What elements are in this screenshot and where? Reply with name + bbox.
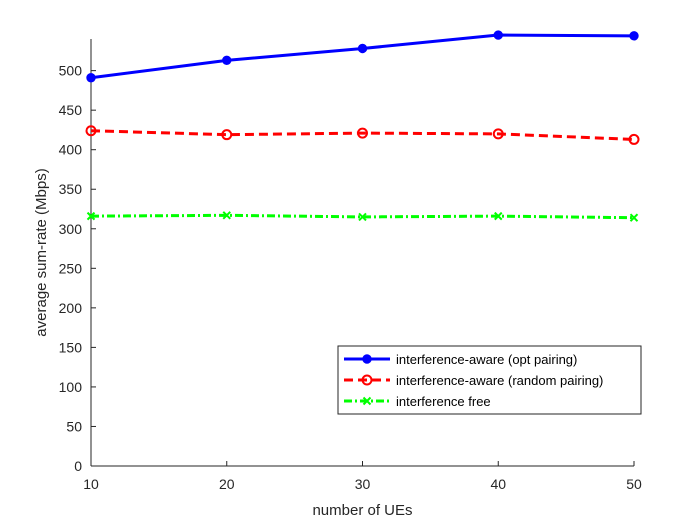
legend-marker [362, 354, 372, 364]
data-point [492, 128, 504, 140]
y-tick-label: 150 [59, 339, 83, 355]
y-tick-label: 300 [59, 221, 83, 237]
data-point [358, 212, 367, 222]
y-tick-label: 100 [59, 379, 83, 395]
legend-label: interference-aware (random pairing) [396, 373, 603, 388]
series-layer [85, 30, 640, 222]
legend-marker [361, 374, 373, 386]
data-point [86, 211, 96, 221]
y-tick-label: 50 [66, 418, 82, 434]
legend: interference-aware (opt pairing) interfer… [337, 345, 642, 415]
y-tick-label: 500 [59, 63, 83, 79]
y-tick-label: 200 [59, 300, 83, 316]
data-point [494, 211, 503, 221]
legend-label: interference-aware (opt pairing) [396, 352, 577, 367]
y-tick-label: 0 [74, 458, 82, 474]
x-tick-label: 50 [626, 476, 642, 492]
x-tick-label: 40 [490, 476, 506, 492]
y-axis-label: average sum-rate (Mbps) [33, 168, 50, 336]
legend-label: interference free [396, 394, 491, 409]
series-line [90, 129, 635, 141]
x-axis-label: number of UEs [312, 502, 412, 519]
data-point [493, 30, 503, 40]
data-point [629, 213, 639, 222]
y-tick-label: 400 [59, 142, 83, 158]
data-point [357, 43, 368, 54]
x-tick-label: 10 [83, 476, 99, 492]
data-point [357, 127, 368, 139]
series-line [90, 213, 635, 220]
legend-item: interference-aware (random pairing) [344, 373, 603, 388]
data-point [221, 129, 233, 141]
y-tick-label: 250 [59, 260, 83, 276]
series-3 [86, 211, 639, 222]
data-point [222, 55, 232, 66]
data-point [222, 211, 231, 220]
data-point [628, 133, 640, 145]
y-tick-label: 450 [59, 102, 83, 118]
data-point [86, 73, 96, 83]
data-point [85, 125, 97, 137]
x-tick-label: 30 [355, 476, 371, 492]
data-point [629, 31, 639, 41]
series-2 [85, 125, 640, 145]
x-tick-label: 20 [219, 476, 235, 492]
legend-item: interference-aware (opt pairing) [344, 352, 577, 367]
legend-marker [362, 396, 372, 406]
legend-item: interference free [344, 394, 491, 409]
y-tick-label: 350 [59, 181, 83, 197]
series-1 [86, 30, 639, 83]
